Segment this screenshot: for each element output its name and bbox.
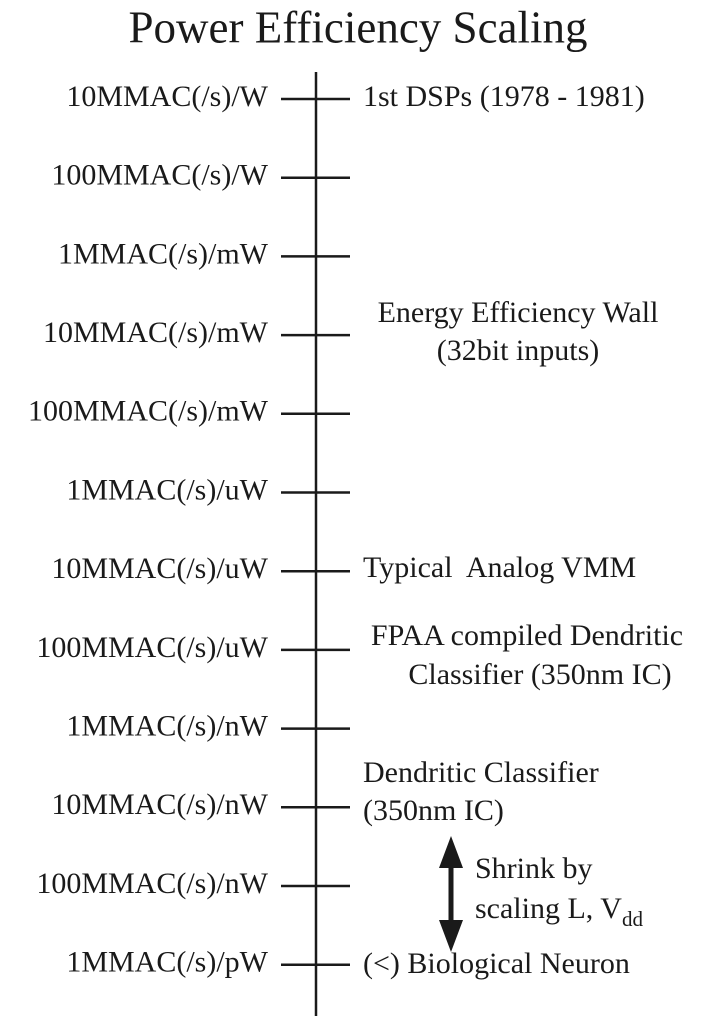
scale-label: 10MMAC(/s)/mW	[43, 316, 269, 349]
annotation-text: scaling L, V	[475, 892, 622, 925]
annotation: FPAA compiled Dendritic	[371, 619, 683, 652]
scale-label: 100MMAC(/s)/uW	[36, 631, 268, 664]
annotation: Classifier (350nm IC)	[408, 658, 671, 691]
scale-label: 1MMAC(/s)/uW	[66, 473, 268, 506]
annotation: Typical Analog VMM	[363, 551, 636, 584]
scale-label: 100MMAC(/s)/mW	[28, 395, 269, 428]
subscript: dd	[622, 907, 644, 931]
scale-label: 1MMAC(/s)/nW	[66, 709, 268, 742]
annotation: scaling L, Vdd	[475, 892, 643, 931]
scale-label: 1MMAC(/s)/mW	[58, 237, 269, 270]
scale-label: 100MMAC(/s)/W	[51, 159, 268, 192]
annotation: (<) Biological Neuron	[363, 947, 630, 980]
scale-label: 10MMAC(/s)/uW	[51, 552, 268, 585]
annotation: (350nm IC)	[363, 794, 504, 827]
annotation: Energy Efficiency Wall	[378, 296, 659, 329]
scale-label: 1MMAC(/s)/pW	[66, 946, 268, 979]
scale-label: 10MMAC(/s)/nW	[51, 788, 268, 821]
scale-label: 10MMAC(/s)/W	[66, 80, 268, 113]
scale-label: 100MMAC(/s)/nW	[36, 867, 268, 900]
annotation: (32bit inputs)	[437, 334, 600, 367]
double-arrow	[439, 836, 463, 952]
annotation: Shrink by	[475, 852, 593, 885]
title: Power Efficiency Scaling	[128, 2, 587, 52]
annotation: 1st DSPs (1978 - 1981)	[363, 80, 645, 113]
annotation: Dendritic Classifier	[363, 756, 599, 789]
